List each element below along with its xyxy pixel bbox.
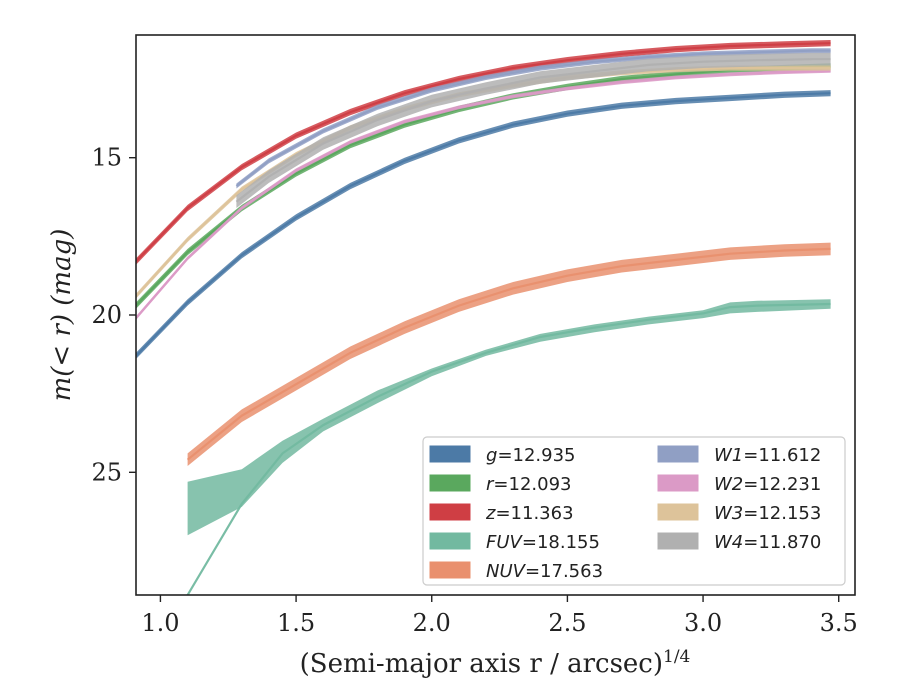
legend: g=12.935r=12.093z=11.363FUV=18.155NUV=17… xyxy=(422,436,846,586)
legend-variable: NUV xyxy=(486,561,527,582)
series-band xyxy=(236,48,831,189)
series-w2 xyxy=(136,69,831,320)
legend-swatch xyxy=(657,503,699,521)
legend-swatch xyxy=(657,445,699,463)
legend-value: 11.612 xyxy=(758,445,821,466)
legend-equals: = xyxy=(743,532,758,553)
series-line xyxy=(186,302,831,595)
legend-item-z: z=11.363 xyxy=(429,503,574,524)
legend-label: FUV=18.155 xyxy=(486,532,600,553)
series-w1 xyxy=(235,48,831,189)
legend-variable: W3 xyxy=(714,503,743,524)
x-axis-label: (Semi-major axis r / arcsec)1/4 xyxy=(300,647,691,679)
x-axis-ticks: 1.0 1.5 2.0 2.5 3.0 3.5 xyxy=(141,595,858,637)
legend-value: 12.093 xyxy=(509,474,572,495)
legend-label: r=12.093 xyxy=(486,474,571,495)
legend-item-w3: W3=12.153 xyxy=(657,503,821,524)
legend-variable: z xyxy=(485,503,496,524)
legend-variable: g xyxy=(486,445,497,466)
legend-equals: = xyxy=(493,474,508,495)
series-z xyxy=(136,40,831,265)
legend-equals: = xyxy=(497,445,512,466)
y-tick-label: 20 xyxy=(91,301,122,329)
x-tick-label: 3.5 xyxy=(820,609,858,637)
y-axis-label: m(< r) (mag) xyxy=(47,229,77,402)
series-line xyxy=(235,49,831,187)
y-tick-label: 25 xyxy=(91,458,122,486)
legend-label: W1=11.612 xyxy=(714,445,821,466)
x-axis-label-superscript: 1/4 xyxy=(663,647,690,667)
x-tick-label: 2.0 xyxy=(413,609,451,637)
legend-label: W3=12.153 xyxy=(714,503,821,524)
legend-equals: = xyxy=(495,503,510,524)
x-tick-label: 2.5 xyxy=(548,609,586,637)
legend-value: 11.363 xyxy=(511,503,574,524)
series-w4 xyxy=(235,52,831,209)
legend-swatch xyxy=(429,503,471,521)
legend-value: 17.563 xyxy=(540,561,603,582)
legend-variable: W4 xyxy=(714,532,743,553)
legend-label: W2=12.231 xyxy=(714,474,821,495)
x-tick-label: 3.0 xyxy=(684,609,722,637)
series-fuv xyxy=(186,299,831,595)
series-line xyxy=(136,42,831,263)
legend-box xyxy=(422,436,846,586)
series-line xyxy=(136,69,831,319)
legend-item-g: g=12.935 xyxy=(429,445,576,466)
legend-swatch xyxy=(657,474,699,492)
legend-equals: = xyxy=(525,561,540,582)
series-line xyxy=(186,247,831,461)
series-line xyxy=(235,58,831,203)
legend-swatch xyxy=(429,532,471,550)
series-layer xyxy=(136,40,831,595)
legend-variable: FUV xyxy=(486,532,524,553)
legend-item-r: r=12.093 xyxy=(429,474,571,495)
legend-swatch xyxy=(657,532,699,550)
legend-item-nuv: NUV=17.563 xyxy=(429,561,603,582)
legend-item-w1: W1=11.612 xyxy=(657,445,821,466)
legend-value: 12.935 xyxy=(513,445,576,466)
legend-equals: = xyxy=(522,532,537,553)
legend-value: 18.155 xyxy=(537,532,600,553)
legend-label: NUV=17.563 xyxy=(486,561,603,582)
series-g xyxy=(136,90,831,359)
x-tick-label: 1.0 xyxy=(141,609,179,637)
legend-item-w2: W2=12.231 xyxy=(657,474,821,495)
legend-value: 12.153 xyxy=(758,503,821,524)
series-band xyxy=(136,90,831,359)
legend-label: W4=11.870 xyxy=(714,532,821,553)
legend-variable: r xyxy=(486,474,495,495)
series-line xyxy=(136,92,831,357)
legend-value: 11.870 xyxy=(758,532,821,553)
legend-equals: = xyxy=(743,503,758,524)
legend-label: g=12.935 xyxy=(486,445,576,466)
legend-item-w4: W4=11.870 xyxy=(657,532,821,553)
legend-swatch xyxy=(429,445,471,463)
series-band xyxy=(187,242,831,466)
legend-label: z=11.363 xyxy=(485,503,574,524)
legend-swatch xyxy=(429,474,471,492)
legend-item-fuv: FUV=18.155 xyxy=(429,532,600,553)
legend-variable: W2 xyxy=(714,474,743,495)
legend-swatch xyxy=(429,561,471,579)
y-axis-ticks: 15 20 25 xyxy=(91,144,136,486)
series-nuv xyxy=(186,242,831,466)
legend-equals: = xyxy=(743,474,758,495)
x-tick-label: 1.5 xyxy=(277,609,315,637)
legend-variable: W1 xyxy=(714,445,743,466)
legend-value: 12.231 xyxy=(758,474,821,495)
legend-equals: = xyxy=(743,445,758,466)
y-tick-label: 15 xyxy=(91,144,122,172)
